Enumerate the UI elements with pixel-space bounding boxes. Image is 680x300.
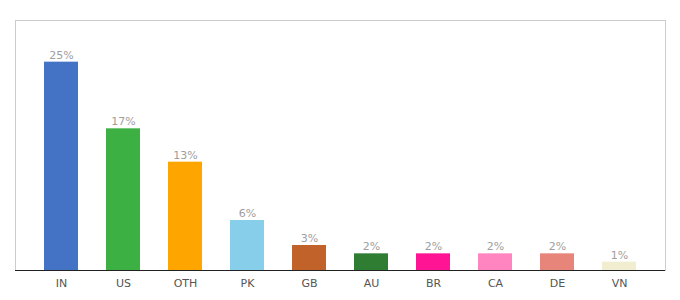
svg-text:AU: AU bbox=[364, 277, 380, 290]
svg-text:2%: 2% bbox=[425, 240, 442, 253]
svg-text:VN: VN bbox=[612, 277, 628, 290]
svg-text:2%: 2% bbox=[487, 240, 504, 253]
svg-text:2%: 2% bbox=[549, 240, 566, 253]
svg-text:17%: 17% bbox=[111, 115, 135, 128]
svg-text:GB: GB bbox=[301, 277, 317, 290]
svg-text:BR: BR bbox=[426, 277, 442, 290]
svg-text:CA: CA bbox=[488, 277, 504, 290]
svg-text:25%: 25% bbox=[49, 49, 73, 62]
svg-text:IN: IN bbox=[56, 277, 67, 290]
svg-text:6%: 6% bbox=[239, 207, 256, 220]
svg-text:1%: 1% bbox=[611, 249, 628, 262]
svg-text:DE: DE bbox=[550, 277, 565, 290]
svg-text:2%: 2% bbox=[363, 240, 380, 253]
svg-text:PK: PK bbox=[241, 277, 256, 290]
svg-text:OTH: OTH bbox=[174, 277, 198, 290]
svg-text:3%: 3% bbox=[301, 232, 318, 245]
svg-text:13%: 13% bbox=[173, 149, 197, 162]
svg-text:US: US bbox=[116, 277, 131, 290]
